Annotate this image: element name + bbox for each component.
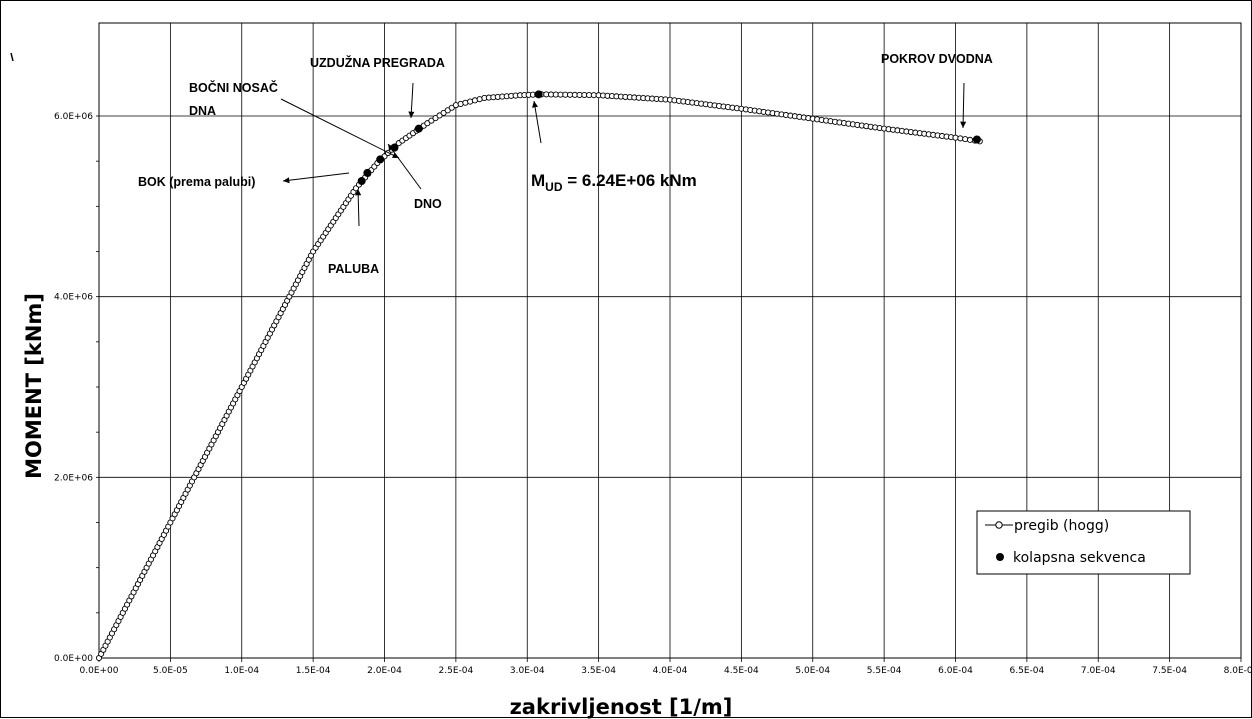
label-bocni-nosac-line1: BOČNI NOSAČ [189, 80, 278, 95]
y-axis-ticks: 0.0E+00 2.0E+06 4.0E+06 6.0E+06 [54, 112, 99, 664]
legend-marker-kolapsna [996, 553, 1004, 561]
x-tick-label: 5.5E-04 [867, 666, 902, 676]
label-uzduzna-pregrada: UZDUŽNA PREGRADA [310, 55, 445, 70]
data-point-filled [376, 155, 384, 163]
data-point-open [963, 137, 968, 142]
y-tick-label: 4.0E+06 [54, 293, 93, 303]
label-dno: DNO [414, 197, 442, 211]
legend: pregib (hogg) kolapsna sekvenca [977, 511, 1190, 574]
data-point-filled [363, 169, 371, 177]
legend-label-pregib: pregib (hogg) [1014, 518, 1109, 534]
data-point-filled [415, 125, 423, 133]
x-tick-label: 3.5E-04 [581, 666, 616, 676]
x-tick-label: 3.0E-04 [510, 666, 545, 676]
data-point-filled [535, 90, 543, 98]
data-point-filled [358, 177, 366, 185]
x-tick-label: 8.0E-04 [1224, 666, 1252, 676]
label-pokrov-dvodna: POKROV DVODNA [881, 52, 993, 66]
label-paluba: PALUBA [328, 262, 379, 276]
y-axis-title: MOMENT [kNm] [22, 293, 46, 479]
mud-value: = 6.24E+06 kNm [563, 171, 697, 190]
x-tick-label: 6.0E-04 [938, 666, 973, 676]
label-bok: BOK (prema palubi) [138, 175, 255, 189]
x-tick-label: 2.5E-04 [439, 666, 474, 676]
x-tick-label: 6.5E-04 [1010, 666, 1045, 676]
mud-subscript: UD [545, 180, 563, 194]
legend-label-kolapsna: kolapsna sekvenca [1013, 550, 1146, 566]
mud-symbol: M [531, 171, 545, 190]
data-point-open [958, 136, 963, 141]
x-tick-label: 7.5E-04 [1152, 666, 1187, 676]
data-point-filled [973, 135, 981, 143]
x-tick-label: 5.0E-05 [153, 666, 188, 676]
legend-marker-pregib [996, 522, 1002, 528]
y-tick-label: 0.0E+00 [54, 654, 93, 664]
x-tick-label: 1.0E-04 [224, 666, 259, 676]
data-point-open [967, 137, 972, 142]
x-tick-label: 5.0E-04 [795, 666, 830, 676]
corner-mark [11, 53, 13, 61]
x-tick-label: 4.5E-04 [724, 666, 759, 676]
x-axis-title: zakrivljenost [1/m] [510, 695, 733, 719]
y-tick-label: 2.0E+06 [54, 473, 93, 483]
x-tick-label: 4.0E-04 [653, 666, 688, 676]
x-tick-label: 2.0E-04 [367, 666, 402, 676]
x-axis-ticks: 0.0E+00 5.0E-05 1.0E-04 1.5E-04 2.0E-04 2.5E-… [80, 658, 1252, 676]
x-tick-label: 7.0E-04 [1081, 666, 1116, 676]
x-tick-label: 0.0E+00 [80, 666, 119, 676]
label-bocni-nosac-line2: DNA [189, 104, 216, 118]
data-point-open [953, 135, 958, 140]
y-tick-label: 6.0E+06 [54, 112, 93, 122]
x-tick-label: 1.5E-04 [296, 666, 331, 676]
